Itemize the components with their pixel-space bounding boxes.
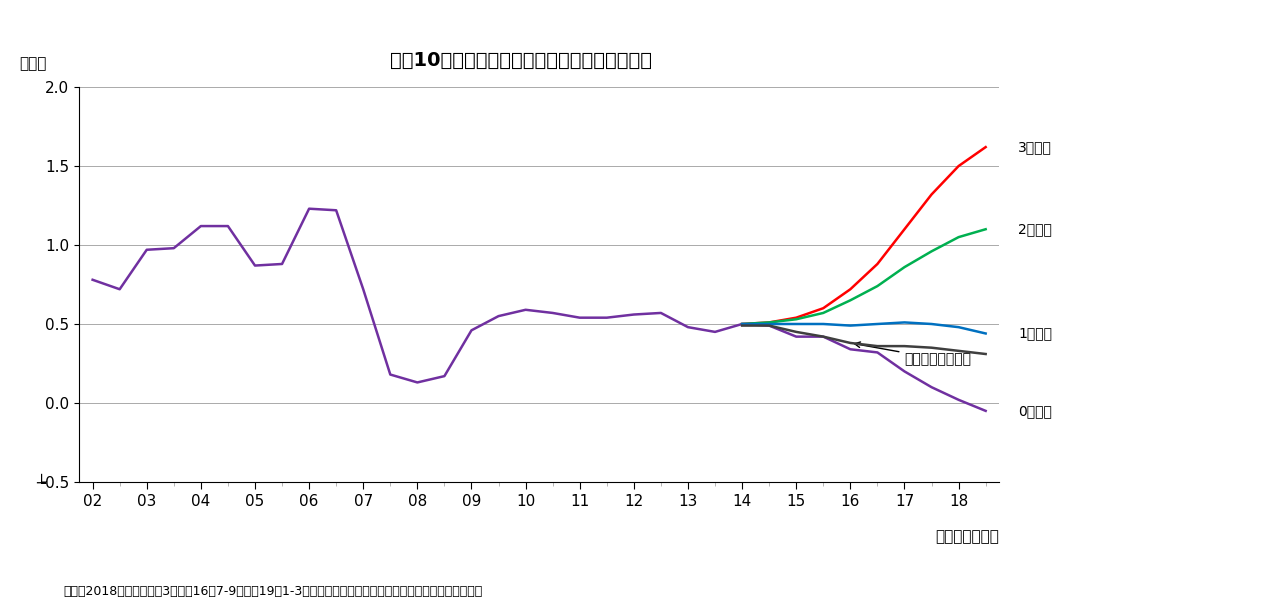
Text: 2％成長: 2％成長	[1018, 222, 1052, 236]
Text: （年度・半期）: （年度・半期）	[935, 529, 1000, 544]
Text: （％）: （％）	[19, 56, 47, 71]
Title: 図蚈10　先行きの成長率別・潜在成長率の試算: 図蚈10 先行きの成長率別・潜在成長率の試算	[389, 51, 651, 70]
Text: 0％成長: 0％成長	[1018, 404, 1052, 418]
Text: 3％成長: 3％成長	[1018, 140, 1052, 154]
Text: 現在の潜在成長率: 現在の潜在成長率	[855, 342, 972, 366]
Text: （注）2018年度までの絈3年間（16年7-9月期～19年1-3月期）の成長率（年率換算）別の潜在成長率の試算値: （注）2018年度までの絈3年間（16年7-9月期～19年1-3月期）の成長率（…	[64, 585, 483, 598]
Text: 1％成長: 1％成長	[1018, 327, 1052, 341]
